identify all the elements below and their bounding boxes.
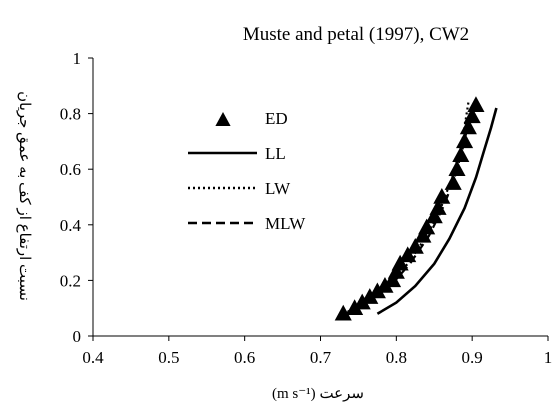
x-tick-label: 0.8 (386, 348, 407, 367)
legend-layer: ED LL LW MLW (188, 109, 306, 233)
x-tick-label: 0.4 (82, 348, 104, 367)
ed-point (459, 118, 477, 135)
chart-title: Muste and petal (1997), CW2 (243, 24, 469, 45)
y-tick-label: 0.6 (60, 160, 81, 179)
x-tick-label: 1 (544, 348, 553, 367)
ed-point (391, 254, 409, 271)
x-tick-label: 0.9 (462, 348, 483, 367)
ed-point (456, 132, 474, 149)
legend-label-lw: LW (265, 179, 291, 198)
ed-point (467, 96, 485, 113)
ed-point (376, 276, 394, 293)
y-tick-label: 0.2 (60, 271, 81, 290)
series-line-lw (342, 102, 470, 315)
series-layer (334, 96, 498, 321)
series-line-ll (376, 107, 498, 315)
ed-point (418, 218, 436, 235)
legend-label-ll: LL (265, 144, 286, 163)
y-axis-label: نسبت ارتفاع از کف به عمق جریان (16, 91, 32, 301)
axes-layer: 0.4 0.5 0.6 0.7 0.8 0.9 1 0 0.2 0.4 0.6 0.8 1 (60, 49, 553, 367)
legend-label-mlw: MLW (265, 214, 306, 233)
y-tick-label: 0.4 (60, 216, 82, 235)
ed-point (361, 288, 379, 304)
ed-point (425, 207, 443, 224)
x-tick-label: 0.7 (310, 348, 332, 367)
y-tick-label: 0.8 (60, 105, 81, 124)
x-tick-label: 0.5 (158, 348, 179, 367)
ed-point (383, 271, 402, 288)
legend-marker-ed (215, 112, 231, 126)
ed-point (368, 282, 386, 299)
series-line-mlw (344, 107, 472, 315)
ed-point (387, 263, 405, 279)
y-tick-label: 1 (73, 49, 82, 68)
x-axis-label: (m s⁻¹) سرعت (272, 386, 364, 402)
x-tick-label: 0.6 (234, 348, 255, 367)
ed-point (399, 246, 417, 263)
legend-label-ed: ED (265, 109, 288, 128)
y-tick-label: 0 (73, 327, 82, 346)
